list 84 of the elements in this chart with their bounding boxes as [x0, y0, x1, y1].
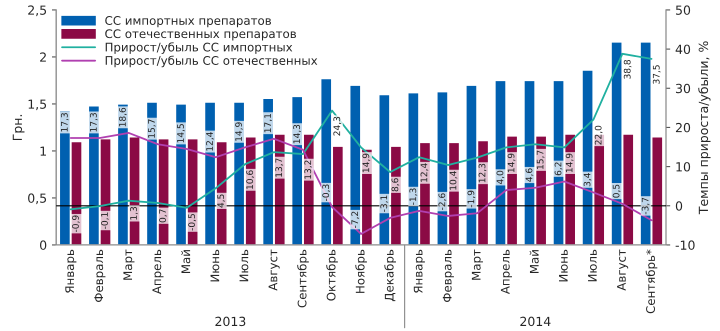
- x-tick-label: Февраль: [442, 250, 454, 302]
- data-label: 13,7: [275, 158, 284, 177]
- legend-label: СС отечественных препаратов: [105, 29, 296, 40]
- data-label: 14,9: [508, 154, 516, 172]
- data-label: 1,3: [130, 206, 138, 220]
- data-label: 14,9: [362, 154, 370, 172]
- y-tick-label: 0,5: [28, 193, 46, 204]
- data-label: 12,4: [420, 163, 428, 182]
- data-label: -1,3: [409, 188, 418, 205]
- data-label: 15,7: [536, 150, 544, 169]
- data-label: 13,2: [304, 160, 312, 179]
- data-label: -0,9: [72, 215, 80, 232]
- y-axis-title: Грн.: [12, 114, 24, 140]
- y2-axis-title: Темпы прироста/убыли, %: [698, 41, 711, 214]
- x-tick-label: Август: [617, 249, 628, 291]
- data-label: 4,5: [217, 194, 225, 208]
- x-tick-label: Сентябрь*: [646, 249, 658, 314]
- x-tick-label: Сентябрь: [297, 250, 309, 308]
- y2-tick-label: 10: [676, 162, 690, 172]
- x-tick-label: Январь: [414, 250, 425, 293]
- data-label: 0,7: [159, 209, 167, 222]
- x-tick-label: Март: [123, 249, 134, 280]
- y2-tick-label: 40: [676, 44, 690, 54]
- data-label: 12,3: [478, 164, 486, 182]
- y2-tick-label: 20: [676, 122, 690, 132]
- data-label: 10,6: [246, 170, 254, 189]
- x-tick-label: Февраль: [94, 250, 106, 302]
- data-label: -0,3: [322, 184, 330, 201]
- data-label: -0,5: [188, 214, 196, 230]
- y-tick-label: 0: [40, 240, 46, 250]
- data-label: 14,5: [177, 124, 185, 142]
- data-label: -0,1: [101, 212, 109, 229]
- y-tick-label: 2,5: [28, 5, 46, 16]
- text: 2014: [520, 316, 551, 326]
- legend-label: СС импортных препаратов: [105, 16, 271, 28]
- x-tick-label: Январь: [65, 250, 76, 293]
- data-label: -7,2: [351, 212, 360, 228]
- x-tick-label: Декабрь: [384, 250, 396, 302]
- data-label: 15,7: [148, 119, 156, 138]
- data-label: 22,0: [594, 126, 602, 145]
- data-label: 14,9: [235, 122, 243, 141]
- y2-tick-label: 0: [676, 201, 682, 211]
- data-label: 8,6: [391, 178, 400, 192]
- data-label: -2,6: [438, 193, 446, 210]
- x-tick-label: Ноябрь: [355, 250, 367, 293]
- data-label: 18,6: [118, 108, 127, 126]
- data-label: 10,4: [450, 171, 458, 190]
- text: 2013: [215, 316, 246, 326]
- x-tick-label: Май: [530, 250, 539, 274]
- x-tick-label: Апрель: [152, 250, 164, 294]
- data-label: 12,4: [206, 132, 214, 151]
- x-tick-label: Июль: [588, 250, 597, 282]
- data-label: 3,4: [584, 173, 592, 186]
- legend-label: Прирост/убыль СС импортных: [106, 42, 292, 54]
- data-label: 37,5: [652, 65, 661, 84]
- y-tick-label: 1: [40, 146, 46, 156]
- legend-label: Прирост/убыль СС отечественных: [106, 56, 318, 68]
- y-tick-label: 1,5: [28, 100, 46, 110]
- data-label: 17,1: [264, 114, 272, 132]
- x-tick-label: Май: [181, 250, 190, 274]
- data-label: 14,9: [566, 154, 574, 172]
- data-label: 6,2: [554, 162, 562, 176]
- x-tick-label: Июнь: [210, 250, 220, 282]
- y-tick-label: 2: [40, 52, 46, 62]
- x-tick-label: Октябрь: [326, 250, 338, 301]
- data-label: -3,7: [642, 198, 650, 214]
- x-tick-label: Июль: [240, 250, 248, 282]
- x-tick-label: Август: [268, 249, 280, 291]
- data-label: 4,6: [526, 168, 534, 182]
- y2-tick-label: 50: [676, 5, 690, 15]
- data-label: 0,5: [612, 184, 620, 198]
- data-label: 24,3: [333, 116, 342, 136]
- data-label: 38,8: [624, 60, 632, 79]
- data-label: -3,1: [380, 196, 388, 212]
- data-label: 17,3: [60, 113, 69, 132]
- data-label: -1,9: [467, 190, 476, 208]
- x-tick-label: Апрель: [500, 250, 512, 294]
- data-label: 17,3: [90, 113, 98, 132]
- data-label: 4,0: [496, 170, 504, 184]
- y2-tick-label: 30: [676, 84, 690, 94]
- x-tick-label: Март: [472, 249, 483, 280]
- x-tick-label: Июнь: [559, 250, 568, 282]
- y2-tick-label: -10: [676, 240, 695, 250]
- data-label: 14,3: [293, 124, 301, 144]
